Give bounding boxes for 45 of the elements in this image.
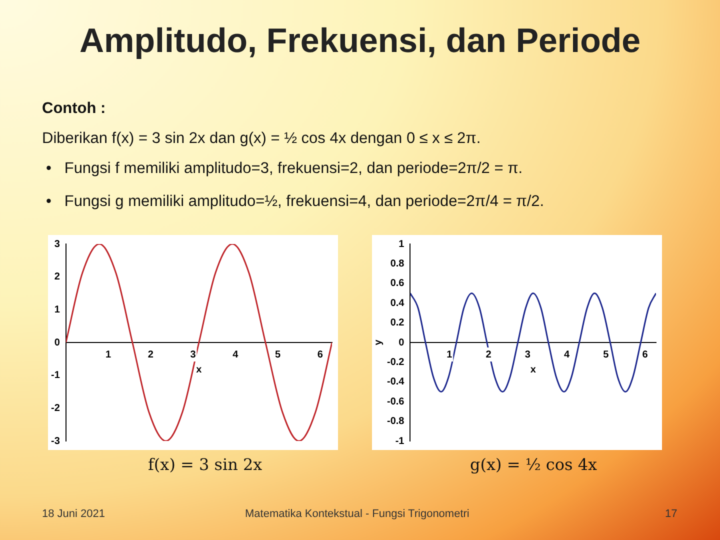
text: 17 [665, 508, 678, 520]
y-tick-label: 0.8 [390, 258, 405, 270]
y-tick-label: 0 [54, 337, 60, 348]
text: Contoh : [42, 100, 106, 118]
text: 18 Juni 2021 [42, 508, 105, 520]
y-tick-label: -0.4 [386, 376, 405, 388]
x-tick-label: 3 [190, 349, 196, 360]
x-tick-label: 2 [486, 349, 492, 360]
text: Diberikan f(x) = 3 sin 2x dan g(x) = ½ cos 4x dengan 0 ≤ x ≤ 2π. [42, 130, 481, 148]
y-tick-label: -1 [50, 370, 60, 382]
x-tick-label: 3 [524, 349, 531, 360]
y-tick-label: -2 [50, 402, 60, 414]
y-tick-label: -3 [50, 436, 60, 447]
text: • Fungsi g memiliki amplitudo=½, frekuensi=4, dan periode=2π/4 = π/2. [46, 193, 544, 211]
text: • Fungsi f memiliki amplitudo=3, frekuensi=2, dan periode=2π/2 = π. [46, 160, 523, 178]
y-tick-label: -0.2 [386, 356, 405, 368]
x-tick-label: 2 [148, 349, 154, 360]
x-tick-label: 5 [603, 349, 610, 360]
y-tick-label: 1 [54, 304, 60, 316]
y-tick-label: 2 [54, 272, 60, 283]
text: Matematika Kontekstual - Fungsi Trigonometri [245, 508, 470, 520]
y-tick-label: -0.8 [386, 416, 405, 428]
x-tick-label: 1 [446, 349, 453, 360]
x-tick-label: 6 [642, 349, 648, 360]
y-tick-label: 0 [398, 337, 405, 348]
text: g(x) = ½ cos 4x [470, 455, 598, 474]
text: Amplitudo, Frekuensi, dan Periode [78, 22, 642, 61]
y-tick-label: 0.2 [390, 318, 405, 329]
x-tick-label: 4 [564, 349, 570, 360]
x-tick-label: 1 [105, 349, 112, 360]
x-axis-title: x [196, 364, 202, 376]
text: f(x) = 3 sin 2x [148, 455, 262, 474]
line-series [410, 292, 656, 392]
y-tick-label: -1 [395, 436, 405, 447]
x-tick-label: 5 [274, 349, 281, 360]
y-tick-label: 0.4 [390, 298, 405, 309]
y-tick-label: 1 [398, 238, 405, 250]
x-tick-label: 6 [317, 349, 324, 360]
y-axis-title: y [372, 339, 384, 346]
y-tick-label: -0.6 [386, 396, 405, 408]
y-tick-label: 3 [54, 238, 60, 250]
x-axis-title: x [530, 364, 536, 376]
x-tick-label: 4 [232, 349, 239, 360]
line-series [66, 244, 332, 441]
y-tick-label: 0.6 [390, 278, 405, 290]
